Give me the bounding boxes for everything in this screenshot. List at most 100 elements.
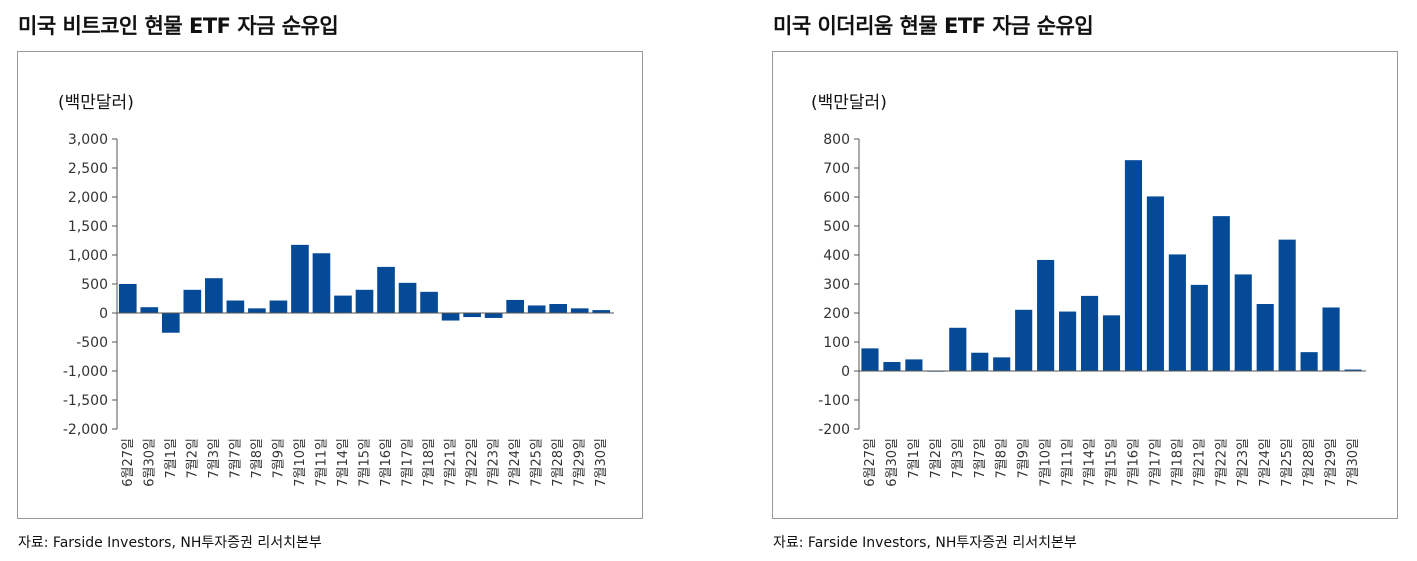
category-label: 7월2일 <box>929 438 944 478</box>
y-tick-label: 2,500 <box>68 161 108 177</box>
y-tick-label: 400 <box>823 248 850 264</box>
bar <box>883 362 901 371</box>
category-label: 7월7일 <box>228 438 243 478</box>
y-tick-label: -500 <box>76 335 108 351</box>
category-label: 7월22일 <box>465 438 480 487</box>
category-label: 6월27일 <box>121 438 136 487</box>
bar <box>1256 304 1274 371</box>
bar <box>420 291 438 313</box>
bar <box>484 313 503 318</box>
category-label: 7월1일 <box>907 438 922 478</box>
bar <box>1234 274 1252 371</box>
category-label: 7월30일 <box>1346 438 1361 487</box>
bar <box>1322 307 1340 371</box>
category-label: 6월30일 <box>142 438 157 487</box>
bar <box>441 313 460 321</box>
category-label: 6월30일 <box>885 438 900 487</box>
y-tick-label: -1,000 <box>63 364 108 380</box>
category-label: 7월9일 <box>1017 438 1032 478</box>
y-tick-label: -200 <box>818 422 850 438</box>
bar <box>1190 284 1208 371</box>
bar <box>506 299 524 313</box>
bar <box>1168 254 1186 371</box>
bar <box>861 348 879 371</box>
chart-frame: (백만달러) 3,000 2,500 2,000 1,500 1,000 500 0 -500 -… <box>17 51 643 519</box>
bar <box>1080 295 1099 371</box>
bitcoin-etf-bar-chart: (백만달러) 3,000 2,500 2,000 1,500 1,000 500 0 -500 -… <box>58 93 614 487</box>
category-label: 7월10일 <box>1039 438 1054 487</box>
bar <box>1059 311 1077 371</box>
bar <box>248 308 266 313</box>
category-label: 7월11일 <box>1061 438 1076 487</box>
category-label: 7월29일 <box>1324 438 1339 487</box>
category-label: 7월1일 <box>164 438 179 478</box>
bar <box>291 244 309 313</box>
y-tick-label: 2,000 <box>68 190 108 206</box>
category-label: 7월21일 <box>1192 438 1207 487</box>
y-tick-label: -2,000 <box>63 422 108 438</box>
bar <box>971 352 989 371</box>
y-tick-label: 700 <box>823 161 850 177</box>
category-label: 7월24일 <box>508 438 523 487</box>
bar <box>226 300 245 313</box>
unit-label: (백만달러) <box>811 93 887 113</box>
y-tick-label: 1,000 <box>68 248 108 264</box>
bar <box>1278 239 1296 371</box>
category-label: 7월15일 <box>1105 438 1120 487</box>
category-label: 6월27일 <box>863 438 878 487</box>
y-tick-label: 0 <box>841 364 850 380</box>
y-tick-label: 500 <box>823 219 850 235</box>
bar <box>570 308 589 313</box>
bar <box>1015 309 1033 371</box>
y-tick-label: -1,500 <box>63 393 108 409</box>
category-label: 7월16일 <box>1126 438 1141 487</box>
category-label: 7월9일 <box>271 438 286 478</box>
bar <box>355 289 374 313</box>
category-label: 7월8일 <box>250 438 265 478</box>
y-tick-label: -100 <box>818 393 850 409</box>
category-label: 7월23일 <box>487 438 502 487</box>
bar <box>269 300 288 313</box>
source-note: 자료: Farside Investors, NH투자증권 리서치본부 <box>773 535 1077 551</box>
chart-frame: (백만달러) 800 700 600 500 400 300 200 100 0 -100 -200 6… <box>772 51 1398 519</box>
bar <box>949 327 967 371</box>
category-label: 7월14일 <box>1083 438 1098 487</box>
category-label: 7월18일 <box>1170 438 1185 487</box>
category-label: 7월24일 <box>1258 438 1273 487</box>
bar <box>527 305 546 313</box>
category-label: 7월17일 <box>401 438 416 487</box>
bar <box>183 289 202 313</box>
category-label: 7월30일 <box>594 438 609 487</box>
category-label: 7월23일 <box>1236 438 1251 487</box>
bar <box>140 307 159 313</box>
y-tick-label: 800 <box>823 132 850 148</box>
category-label: 7월22일 <box>1214 438 1229 487</box>
bar <box>377 266 395 313</box>
bar <box>549 304 568 313</box>
bar <box>1037 259 1055 371</box>
category-label: 7월17일 <box>1148 438 1163 487</box>
chart-title: 미국 비트코인 현물 ETF 자금 순유입 <box>18 14 339 38</box>
category-label: 7월7일 <box>973 438 988 478</box>
category-label: 7월8일 <box>995 438 1010 478</box>
unit-label: (백만달러) <box>58 93 134 113</box>
bar <box>463 313 481 318</box>
bar <box>592 310 611 313</box>
bar <box>1344 369 1362 371</box>
bar <box>118 284 137 313</box>
ethereum-etf-chart-panel: 미국 이더리움 현물 ETF 자금 순유입 (백만달러) 800 700 600 500… <box>755 0 1417 561</box>
category-label: 7월14일 <box>336 438 351 487</box>
bar <box>398 282 417 313</box>
ethereum-etf-bar-chart: (백만달러) 800 700 600 500 400 300 200 100 0 -100 -200 6… <box>811 93 1366 487</box>
bar <box>205 278 223 313</box>
bar <box>1124 160 1143 371</box>
bar <box>334 295 352 313</box>
category-label: 7월18일 <box>422 438 437 487</box>
y-tick-label: 500 <box>81 277 108 293</box>
bar <box>1212 216 1230 371</box>
y-tick-label: 600 <box>823 190 850 206</box>
category-label: 7월21일 <box>444 438 459 487</box>
category-label: 7월2일 <box>185 438 200 478</box>
bar <box>1102 315 1121 371</box>
y-tick-label: 3,000 <box>68 132 108 148</box>
